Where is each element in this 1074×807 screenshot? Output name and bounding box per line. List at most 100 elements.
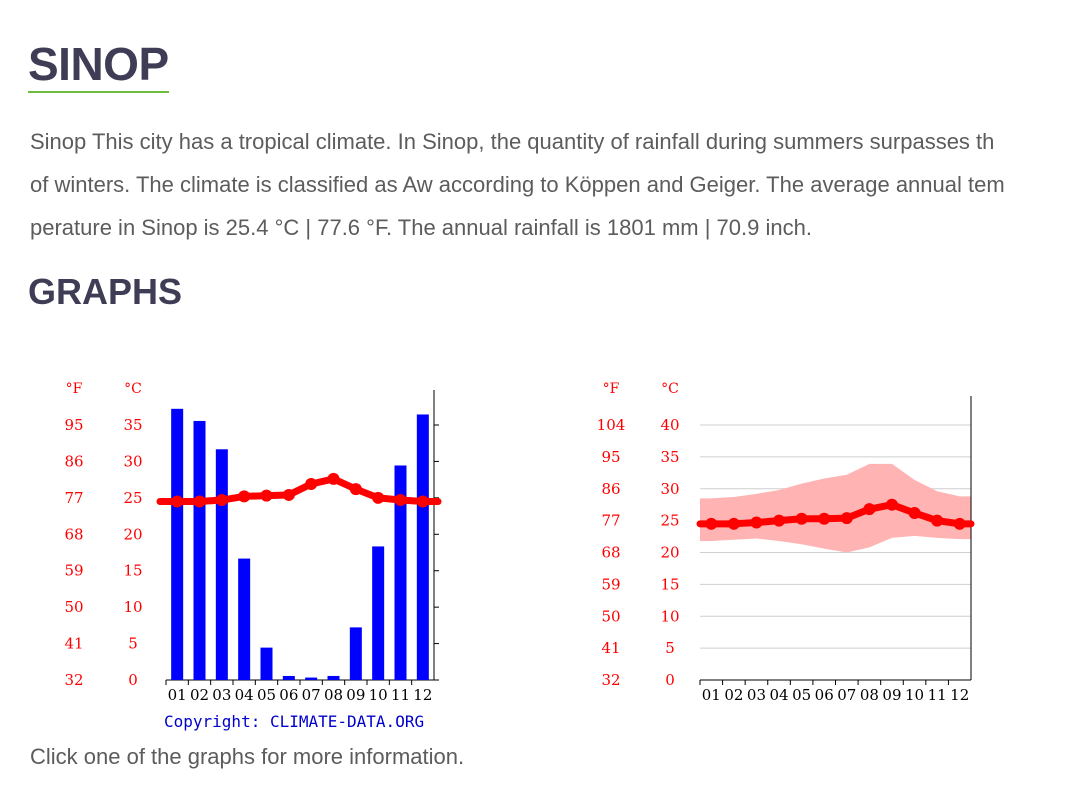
tick-label-f: 68 bbox=[64, 525, 83, 543]
tick-label-f: 86 bbox=[601, 480, 620, 498]
rain-bar bbox=[416, 414, 429, 680]
temperature-point bbox=[327, 472, 340, 485]
temperature-point bbox=[372, 491, 385, 504]
copyright-text: Copyright: CLIMATE-DATA.ORG bbox=[164, 712, 424, 731]
temperature-point bbox=[260, 489, 273, 502]
tick-label-f: 104 bbox=[597, 416, 626, 434]
intro-line-1: Sinop This city has a tropical climate. … bbox=[30, 129, 995, 154]
rain-bar bbox=[171, 408, 184, 680]
tick-label-f: 50 bbox=[64, 598, 83, 616]
average-temperature-point bbox=[795, 512, 808, 525]
month-label: 10 bbox=[905, 686, 924, 704]
average-temperature-point bbox=[818, 512, 831, 525]
average-temperature-point bbox=[750, 516, 763, 529]
average-temperature-point bbox=[931, 514, 944, 527]
tick-label-f: 50 bbox=[601, 607, 620, 625]
month-label: 04 bbox=[769, 686, 788, 704]
month-label: 02 bbox=[724, 686, 743, 704]
tick-label-c: 15 bbox=[660, 575, 679, 593]
graphs-heading: GRAPHS bbox=[28, 271, 183, 312]
tick-label-f: 86 bbox=[64, 452, 83, 470]
tick-label-c: 20 bbox=[123, 525, 142, 543]
month-label: 04 bbox=[235, 686, 254, 704]
tick-label-c: 5 bbox=[665, 639, 675, 657]
average-temperature-point bbox=[840, 512, 853, 525]
temperature-point bbox=[416, 495, 429, 508]
rain-bar bbox=[327, 675, 340, 680]
tick-label-f: 95 bbox=[64, 416, 83, 434]
tick-label-c: 25 bbox=[123, 489, 142, 507]
month-label: 01 bbox=[702, 686, 721, 704]
rain-bar bbox=[349, 627, 362, 680]
month-label: 06 bbox=[815, 686, 834, 704]
rain-bar bbox=[372, 546, 385, 680]
tick-label-c: 35 bbox=[660, 448, 679, 466]
tick-label-c: 5 bbox=[128, 635, 138, 653]
tick-label-c: 25 bbox=[660, 512, 679, 530]
tick-label-c: 10 bbox=[123, 598, 142, 616]
rain-bar bbox=[394, 465, 407, 680]
tick-label-c: 15 bbox=[123, 562, 142, 580]
average-temperature-point bbox=[773, 514, 786, 527]
temperature-graph-svg[interactable]: 32 0 41 5 50 10 59 15 68 20 77 25 86 30 95 35 104 40 °F °C 0… bbox=[590, 366, 990, 716]
average-temperature-point bbox=[727, 517, 740, 530]
month-label: 11 bbox=[928, 686, 947, 704]
temperature-point bbox=[238, 490, 251, 503]
page-title: SINOP bbox=[28, 38, 169, 93]
tick-label-c: 30 bbox=[123, 452, 142, 470]
tick-label-c: 0 bbox=[128, 671, 138, 689]
month-label: 03 bbox=[747, 686, 766, 704]
temperature-graph[interactable]: 32 0 41 5 50 10 59 15 68 20 77 25 86 30 95 35 104 40 °F °C 0… bbox=[590, 366, 990, 716]
graphs-note: Click one of the graphs for more informa… bbox=[30, 744, 465, 769]
tick-label-f: 77 bbox=[64, 489, 83, 507]
rain-bar bbox=[305, 677, 318, 680]
tick-label-c: 40 bbox=[660, 416, 679, 434]
average-temperature-point bbox=[908, 506, 921, 519]
tick-label-c: 20 bbox=[660, 544, 679, 562]
rain-bar bbox=[238, 558, 251, 680]
temperature-point bbox=[193, 495, 206, 508]
rain-bar bbox=[215, 449, 228, 680]
page-title-text: SINOP bbox=[28, 38, 169, 93]
tick-label-c: 0 bbox=[665, 671, 675, 689]
temp-unit-c: °C bbox=[661, 381, 679, 397]
intro-paragraph: Sinop This city has a tropical climate. … bbox=[30, 120, 1074, 249]
rain-bar bbox=[260, 647, 273, 680]
temp-unit-f: °F bbox=[66, 381, 83, 397]
month-label: 06 bbox=[279, 686, 298, 704]
month-label: 05 bbox=[257, 686, 276, 704]
month-label: 08 bbox=[324, 686, 343, 704]
tick-label-f: 41 bbox=[601, 639, 620, 657]
temperature-point bbox=[305, 478, 318, 491]
tick-label-f: 41 bbox=[64, 635, 83, 653]
tick-label-f: 95 bbox=[601, 448, 620, 466]
average-temperature-point bbox=[863, 503, 876, 516]
tick-label-c: 35 bbox=[123, 416, 142, 434]
temperature-point bbox=[349, 483, 362, 496]
average-temperature-point bbox=[953, 517, 966, 530]
temperature-point bbox=[171, 495, 184, 508]
month-label: 10 bbox=[369, 686, 388, 704]
climograph-svg[interactable]: °F°Cmminch320415501059156820772586309535… bbox=[50, 366, 450, 736]
tick-label-c: 30 bbox=[660, 480, 679, 498]
month-label: 08 bbox=[860, 686, 879, 704]
climograph[interactable]: °F°Cmminch320415501059156820772586309535… bbox=[50, 366, 450, 736]
intro-line-3: perature in Sinop is 25.4 °C | 77.6 °F. … bbox=[30, 215, 812, 240]
month-label: 02 bbox=[190, 686, 209, 704]
tick-label-f: 59 bbox=[64, 562, 83, 580]
rain-bar bbox=[193, 420, 206, 680]
month-label: 07 bbox=[837, 686, 856, 704]
tick-label-f: 77 bbox=[601, 512, 620, 530]
month-label: 03 bbox=[212, 686, 231, 704]
average-temperature-point bbox=[705, 517, 718, 530]
temp-unit-f: °F bbox=[603, 381, 620, 397]
month-label: 12 bbox=[950, 686, 969, 704]
month-label: 12 bbox=[413, 686, 432, 704]
average-temperature-point bbox=[885, 498, 898, 511]
rain-bar bbox=[282, 675, 295, 680]
temp-unit-c: °C bbox=[124, 381, 142, 397]
month-label: 09 bbox=[882, 686, 901, 704]
temperature-point bbox=[215, 494, 228, 507]
month-label: 05 bbox=[792, 686, 811, 704]
month-label: 11 bbox=[391, 686, 410, 704]
